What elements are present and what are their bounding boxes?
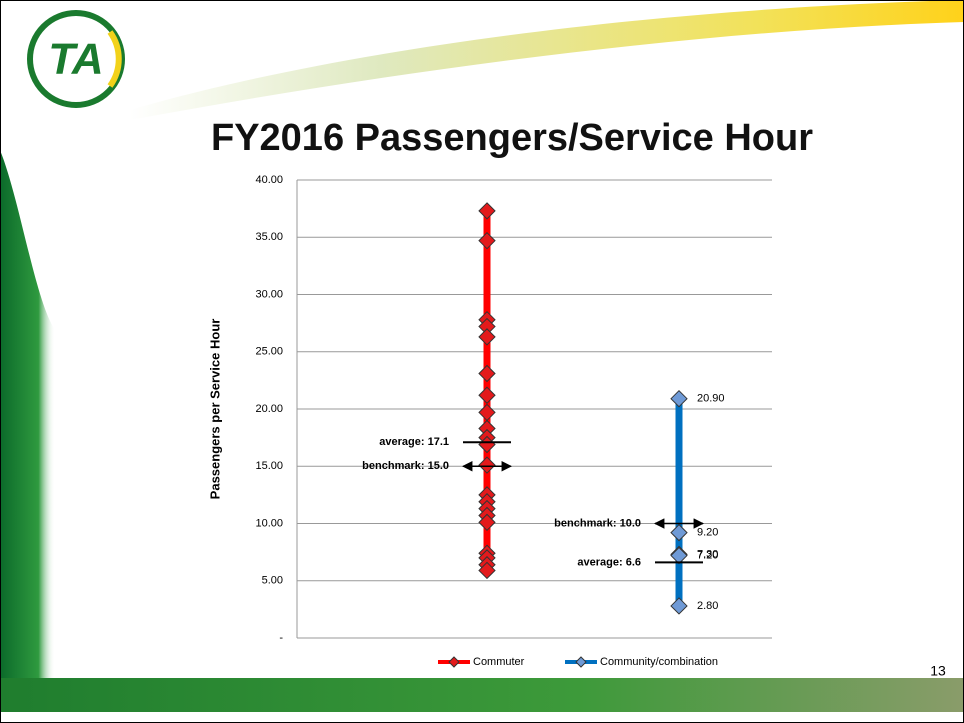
y-tick-label: 40.00	[255, 174, 283, 186]
legend-label: Commuter	[473, 656, 525, 668]
annotation: benchmark: 15.0	[362, 460, 449, 472]
value-label: 7.20	[697, 549, 718, 561]
value-label: 9.20	[697, 527, 718, 539]
y-tick-label: 20.00	[255, 403, 283, 415]
page-number: 13	[930, 663, 946, 679]
value-label: 2.80	[697, 600, 718, 612]
bottom-band	[0, 678, 964, 712]
annotation: average: 17.1	[379, 436, 449, 448]
chart-title: FY2016 Passengers/Service Hour	[211, 117, 813, 159]
y-axis-label: Passengers per Service Hour	[207, 319, 222, 500]
legend-label: Community/combination	[600, 656, 718, 668]
y-tick-label: 35.00	[255, 231, 283, 243]
y-tick-label: 15.00	[255, 460, 283, 472]
logo-text: TA	[48, 35, 103, 84]
value-label: 20.90	[697, 393, 725, 405]
annotation: benchmark: 10.0	[554, 517, 641, 529]
y-tick-label: 10.00	[255, 517, 283, 529]
y-tick-label: 30.00	[255, 288, 283, 300]
y-tick-label: 25.00	[255, 346, 283, 358]
logo: TA	[30, 13, 122, 105]
annotation: average: 6.6	[577, 556, 641, 568]
slide: TA FY2016 Passengers/Service Hour Passen…	[0, 0, 964, 723]
y-tick-label: -	[279, 632, 283, 644]
y-tick-label: 5.00	[262, 575, 283, 587]
